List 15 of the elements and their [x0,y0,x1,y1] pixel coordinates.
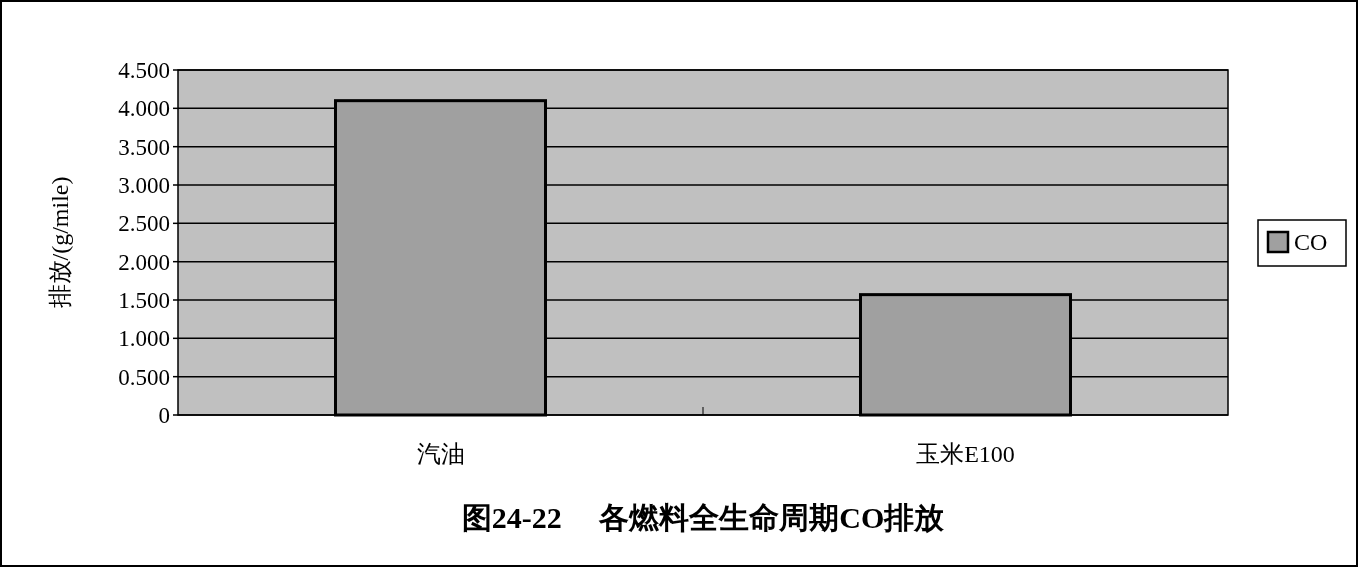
y-tick-label: 2.000 [118,249,170,275]
y-tick-label: 0.500 [118,364,170,390]
y-tick-label: 3.500 [118,134,170,160]
y-tick-label: 3.000 [118,173,170,198]
y-tick-label: 1.000 [118,326,170,352]
x-tick-label: 玉米E100 [916,441,1015,467]
text: 图24-22 各燃料全生命周期CO排放 [461,501,946,534]
y-tick-label: 1.500 [118,288,170,313]
x-tick-label: 汽油 [416,441,465,467]
y-tick-label: 2.500 [118,211,170,237]
legend-label: CO [1294,229,1328,255]
y-tick-label: 4.500 [118,58,170,83]
y-axis-title: 排放/(g/mile) [47,176,73,309]
y-tick-label: 4.000 [118,96,170,122]
y-tick-label: 0 [158,403,170,428]
